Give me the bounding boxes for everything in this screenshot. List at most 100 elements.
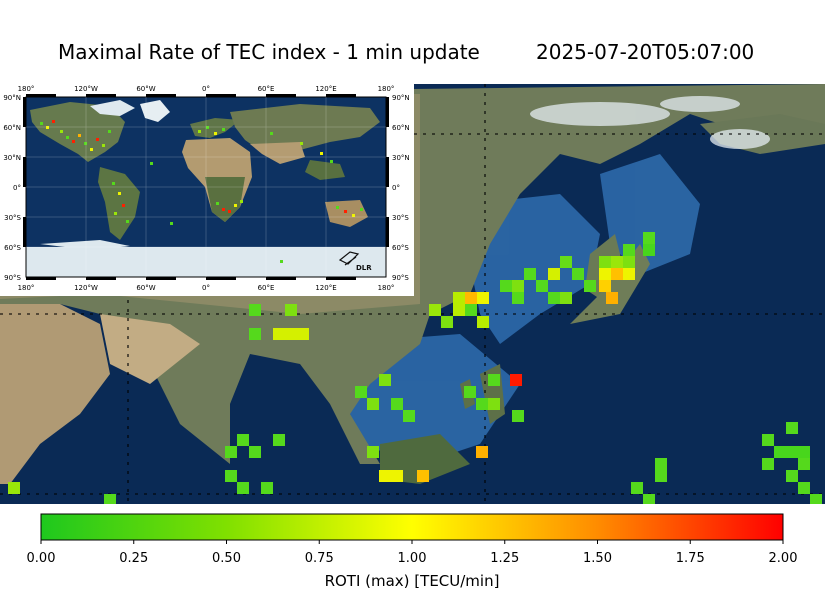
- roti-cell: [611, 268, 623, 280]
- colorbar-tick-label: 0.50: [212, 551, 241, 566]
- inset-cell: [84, 142, 87, 145]
- inset-cell: [114, 212, 117, 215]
- inset-cell: [72, 140, 75, 143]
- inset-cell: [170, 222, 173, 225]
- inset-cell: [198, 130, 201, 133]
- roti-cell: [273, 328, 309, 340]
- roti-cell: [560, 256, 572, 268]
- inset-cell: [66, 136, 69, 139]
- inset-cell: [102, 144, 105, 147]
- roti-cell: [810, 494, 822, 504]
- inset-cell: [60, 130, 63, 133]
- roti-cell: [500, 280, 512, 292]
- colorbar-tick-label: 0.00: [27, 551, 56, 566]
- inset-cell: [96, 138, 99, 141]
- dlr-logo-icon: DLR: [338, 251, 372, 272]
- inset-lat-label: 60°S: [4, 244, 21, 252]
- roti-cell: [391, 398, 403, 410]
- inset-lon-label: 60°W: [136, 85, 155, 93]
- roti-cell: [762, 434, 774, 446]
- roti-cell: [643, 232, 655, 244]
- roti-cell: [477, 292, 489, 304]
- inset-cell: [122, 204, 125, 207]
- inset-lon-label: 120°E: [315, 284, 336, 292]
- roti-cell: [611, 256, 623, 268]
- inset-graticule: [26, 97, 386, 277]
- inset-lat-label: 90°S: [392, 274, 409, 282]
- colorbar-gradient: [40, 513, 784, 541]
- inset-lon-label: 120°W: [74, 284, 98, 292]
- roti-cell: [584, 280, 596, 292]
- roti-cells: [8, 232, 822, 504]
- inset-lon-label: 180°: [18, 85, 35, 93]
- inset-cell: [360, 208, 363, 211]
- roti-cell: [786, 422, 798, 434]
- inset-cell: [228, 210, 231, 213]
- inset-cell: [90, 148, 93, 151]
- roti-cell: [524, 268, 536, 280]
- inset-cell: [240, 200, 243, 203]
- world-inset-map[interactable]: 180° 120°W 60°W 0° 60°E 120°E 180° 180° …: [0, 82, 414, 296]
- inset-cell: [352, 214, 355, 217]
- roti-cell: [249, 304, 261, 316]
- roti-cell: [477, 316, 489, 328]
- inset-cell: [270, 132, 273, 135]
- roti-cell: [285, 304, 297, 316]
- roti-cell: [464, 386, 476, 398]
- inset-lon-label: 120°W: [74, 85, 98, 93]
- roti-cell: [249, 446, 261, 458]
- roti-cell: [798, 458, 810, 470]
- inset-cell: [300, 142, 303, 145]
- inset-lat-label: 60°N: [3, 124, 21, 132]
- chart-title: Maximal Rate of TEC index - 1 min update: [58, 40, 480, 64]
- inset-lon-label: 180°: [378, 85, 395, 93]
- roti-cell: [379, 374, 391, 386]
- inset-lon-label: 0°: [202, 85, 210, 93]
- roti-cell: [429, 304, 441, 316]
- roti-cell: [560, 292, 572, 304]
- roti-cell: [623, 256, 635, 268]
- roti-cell: [786, 470, 798, 482]
- inset-cell: [118, 192, 121, 195]
- inset-lat-label: 30°N: [3, 154, 21, 162]
- roti-cell: [774, 446, 810, 458]
- roti-cell: [465, 304, 477, 316]
- roti-cell: [367, 398, 379, 410]
- inset-cell: [40, 122, 43, 125]
- roti-cell: [453, 292, 465, 304]
- inset-lat-label: 90°N: [3, 94, 21, 102]
- inset-lat-label: 60°N: [392, 124, 410, 132]
- roti-cell: [510, 374, 522, 386]
- inset-lon-label: 180°: [18, 284, 35, 292]
- inset-lon-label: 180°: [378, 284, 395, 292]
- roti-cell: [453, 304, 465, 316]
- colorbar-tick-label: 0.75: [305, 551, 334, 566]
- inset-lon-label: 60°W: [136, 284, 155, 292]
- colorbar: 0.00 0.25 0.50 0.75 1.00 1.25 1.50 1.75 …: [27, 513, 797, 590]
- roti-cell: [512, 410, 524, 422]
- colorbar-tick-label: 0.25: [119, 551, 148, 566]
- inset-roti-cells: [40, 120, 363, 263]
- inset-lon-label: 0°: [202, 284, 210, 292]
- clouds: [530, 96, 770, 149]
- inset-cell: [78, 134, 81, 137]
- inset-cell: [336, 206, 339, 209]
- roti-cell: [655, 458, 667, 470]
- inset-cell: [46, 126, 49, 129]
- roti-cell: [572, 268, 584, 280]
- roti-cell: [512, 280, 524, 292]
- inset-cell: [234, 204, 237, 207]
- roti-cell: [512, 292, 524, 304]
- roti-cell: [225, 470, 237, 482]
- roti-cell: [599, 280, 611, 292]
- roti-cell: [548, 292, 560, 304]
- inset-cell: [206, 126, 209, 129]
- roti-cell: [355, 386, 367, 398]
- colorbar-tick-label: 1.25: [490, 551, 519, 566]
- roti-cell: [762, 458, 774, 470]
- inset-cell: [222, 208, 225, 211]
- roti-cell: [273, 434, 285, 446]
- inset-cell: [108, 130, 111, 133]
- roti-cell: [548, 268, 560, 280]
- inset-cell: [280, 260, 283, 263]
